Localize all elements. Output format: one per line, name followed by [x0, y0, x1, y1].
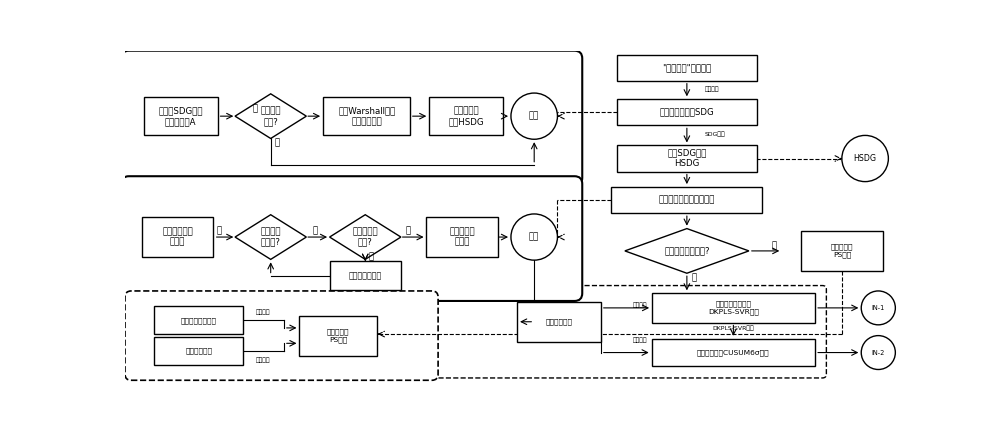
Circle shape: [861, 335, 895, 369]
Polygon shape: [235, 94, 306, 139]
Text: IN-1: IN-1: [872, 305, 885, 311]
Text: 概率参数估计: 概率参数估计: [185, 348, 212, 354]
FancyBboxPatch shape: [652, 293, 815, 323]
Text: 是否可以
分层?: 是否可以 分层?: [260, 106, 281, 126]
Text: DKPLS-SVR模型: DKPLS-SVR模型: [713, 325, 754, 331]
Text: 是: 是: [312, 227, 317, 236]
Text: 分层SDG模型
HSDG: 分层SDG模型 HSDG: [667, 149, 707, 168]
Circle shape: [511, 214, 557, 260]
Text: 确定型变量
PS模型: 确定型变量 PS模型: [831, 244, 853, 258]
Text: 是: 是: [253, 105, 258, 114]
Text: 变量是否为
流量?: 变量是否为 流量?: [352, 227, 378, 247]
FancyBboxPatch shape: [652, 339, 815, 366]
Text: 否: 否: [217, 227, 222, 236]
FancyBboxPatch shape: [121, 51, 582, 185]
Polygon shape: [235, 215, 306, 260]
Text: IN-2: IN-2: [872, 350, 885, 356]
Text: 离线训练数据: 离线训练数据: [546, 318, 572, 325]
Text: 确定型变量
PS模型: 确定型变量 PS模型: [327, 329, 349, 343]
FancyBboxPatch shape: [617, 145, 757, 172]
Text: 确定型变量标记: 确定型变量标记: [349, 271, 382, 280]
FancyBboxPatch shape: [611, 187, 762, 213]
Text: 建立各子系统的SDG: 建立各子系统的SDG: [660, 108, 714, 117]
FancyBboxPatch shape: [299, 316, 377, 356]
Text: 目标变量设定
和分类: 目标变量设定 和分类: [162, 227, 193, 247]
Text: 退出: 退出: [529, 233, 539, 242]
FancyBboxPatch shape: [617, 54, 757, 81]
Text: 是: 是: [692, 273, 697, 282]
Text: 初始化SDG模型
的邻接矩阵A: 初始化SDG模型 的邻接矩阵A: [159, 106, 203, 126]
Text: 否: 否: [368, 253, 373, 262]
Text: 概率参数: 概率参数: [256, 309, 270, 314]
FancyBboxPatch shape: [154, 306, 243, 334]
FancyBboxPatch shape: [125, 291, 438, 380]
Text: 训练数据: 训练数据: [633, 338, 648, 343]
Polygon shape: [330, 215, 401, 260]
Text: 历史数据统计分析: 历史数据统计分析: [181, 317, 217, 323]
Text: HSDG: HSDG: [854, 154, 877, 163]
Text: 否: 否: [274, 139, 279, 148]
Polygon shape: [625, 229, 749, 273]
FancyBboxPatch shape: [142, 217, 213, 257]
FancyBboxPatch shape: [121, 176, 582, 301]
FancyBboxPatch shape: [330, 261, 401, 290]
Text: 概率参数: 概率参数: [256, 357, 270, 363]
Circle shape: [511, 93, 557, 139]
FancyBboxPatch shape: [801, 231, 883, 271]
FancyBboxPatch shape: [617, 99, 757, 125]
Text: 是: 是: [406, 227, 411, 236]
FancyBboxPatch shape: [426, 217, 498, 257]
FancyBboxPatch shape: [154, 337, 243, 365]
FancyBboxPatch shape: [323, 97, 410, 136]
Text: 计算各变量的CUSUM6σ参数: 计算各变量的CUSUM6σ参数: [697, 349, 770, 356]
Text: 退出: 退出: [529, 112, 539, 121]
Text: 训练数据: 训练数据: [633, 302, 648, 308]
Text: 是否待评估型变量?: 是否待评估型变量?: [664, 246, 710, 255]
FancyBboxPatch shape: [517, 302, 601, 342]
Text: 确定需要监测的目标变量: 确定需要监测的目标变量: [659, 196, 715, 205]
Circle shape: [861, 291, 895, 325]
Text: 否: 否: [772, 242, 777, 251]
FancyBboxPatch shape: [429, 97, 503, 136]
Text: 建立待评估变量的
DKPLS-SVR模型: 建立待评估变量的 DKPLS-SVR模型: [708, 301, 759, 315]
Text: SDG模型: SDG模型: [705, 131, 725, 137]
Text: 分层有向图
模型HSDG: 分层有向图 模型HSDG: [448, 106, 484, 126]
Text: 边界约束: 边界约束: [705, 86, 719, 92]
Text: "四线一库"系统分解: "四线一库"系统分解: [662, 63, 712, 72]
Circle shape: [842, 136, 888, 181]
Text: 变量是否
可观测?: 变量是否 可观测?: [260, 227, 281, 247]
Text: 待评估型变
量标记: 待评估型变 量标记: [449, 227, 475, 247]
FancyBboxPatch shape: [144, 97, 218, 136]
Text: 应用Warshall算法
获得可达矩阵: 应用Warshall算法 获得可达矩阵: [338, 106, 395, 126]
